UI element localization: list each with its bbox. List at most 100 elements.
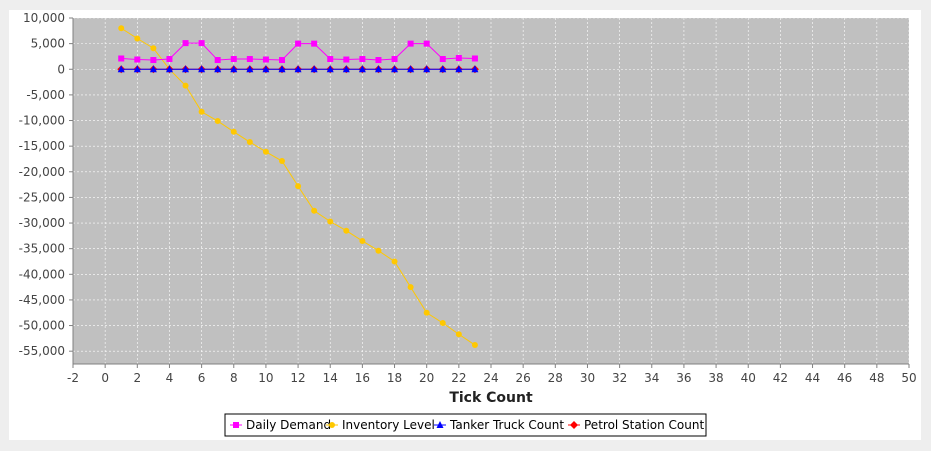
legend: Daily Demand Inventory Level Tanker Truck … (224, 413, 707, 437)
x-tick-label: 20 (419, 371, 434, 385)
data-point-inventory-level (134, 35, 141, 42)
series (117, 25, 479, 349)
legend-box (224, 413, 707, 437)
data-point-daily-demand (311, 40, 318, 47)
y-tick-label: -20,000 (19, 165, 65, 179)
series-inventory-level (118, 25, 478, 349)
legend-item-inventory-level: Inventory Level (326, 418, 435, 432)
y-tick-label: -55,000 (19, 344, 65, 358)
series-tanker-truck-count (117, 65, 479, 73)
y-tick-label: -15,000 (19, 139, 65, 153)
x-tick-label: 2 (133, 371, 141, 385)
data-point-tanker-truck-count (133, 65, 141, 73)
y-tick-label: 5,000 (31, 37, 65, 51)
data-point-daily-demand (230, 56, 237, 63)
x-tick-label: 36 (676, 371, 691, 385)
x-tick-label: 16 (355, 371, 370, 385)
data-point-daily-demand (198, 40, 205, 47)
data-point-inventory-level (246, 139, 253, 146)
data-point-tanker-truck-count (391, 65, 399, 73)
data-point-inventory-level (343, 227, 350, 234)
x-tick-label: 44 (805, 371, 820, 385)
legend-label: Tanker Truck Count (449, 418, 564, 432)
data-point-tanker-truck-count (149, 65, 157, 73)
x-tick-label: 30 (580, 371, 595, 385)
data-point-inventory-level (423, 309, 430, 316)
y-tick-label: 10,000 (23, 11, 65, 25)
y-tick-label: 0 (57, 62, 65, 76)
data-point-daily-demand (279, 57, 285, 64)
data-point-daily-demand (118, 55, 125, 62)
legend-item-tanker-truck-count: Tanker Truck Count (434, 418, 564, 432)
data-point-daily-demand (214, 57, 221, 64)
data-point-inventory-level (359, 237, 366, 244)
legend-item-petrol-station-count: Petrol Station Count (568, 418, 704, 432)
data-point-tanker-truck-count (407, 65, 415, 73)
x-tick-label: 42 (773, 371, 788, 385)
y-tick-label: -35,000 (19, 242, 65, 256)
data-point-daily-demand (423, 40, 430, 47)
legend-item-daily-demand: Daily Demand (230, 418, 331, 432)
x-tick-label: 48 (869, 371, 884, 385)
x-tick-label: 34 (644, 371, 659, 385)
x-tick-label: 50 (901, 371, 916, 385)
data-point-tanker-truck-count (310, 65, 318, 73)
data-point-tanker-truck-count (471, 65, 479, 73)
x-tick-label: 18 (387, 371, 402, 385)
data-point-inventory-level (198, 108, 205, 115)
data-point-inventory-level (230, 128, 237, 135)
data-point-inventory-level (214, 118, 221, 125)
y-tick-label: -45,000 (19, 293, 65, 307)
data-point-daily-demand (439, 56, 446, 63)
data-point-tanker-truck-count (423, 65, 431, 73)
data-point-daily-demand (150, 57, 157, 64)
data-point-tanker-truck-count (182, 65, 190, 73)
legend-label: Daily Demand (246, 418, 331, 432)
x-tick-label: 0 (101, 371, 109, 385)
data-point-daily-demand (327, 56, 334, 63)
x-tick-label: 8 (230, 371, 238, 385)
data-point-tanker-truck-count (262, 65, 270, 73)
x-axis-title: Tick Count (449, 390, 533, 406)
x-tick-label: 24 (483, 371, 498, 385)
y-tick-label: -30,000 (19, 216, 65, 230)
series-daily-demand (118, 40, 478, 64)
x-tick-label: 12 (290, 371, 305, 385)
data-point-daily-demand (295, 40, 302, 47)
y-tick-label: -50,000 (19, 319, 65, 333)
data-point-tanker-truck-count (455, 65, 463, 73)
x-tick-label: 6 (198, 371, 206, 385)
data-point-inventory-level (439, 319, 446, 326)
x-tick-label: 10 (258, 371, 273, 385)
data-point-inventory-level (295, 183, 302, 190)
data-point-inventory-level (262, 148, 269, 155)
legend-marker (233, 422, 239, 428)
data-point-tanker-truck-count (374, 65, 382, 73)
data-point-tanker-truck-count (294, 65, 302, 73)
data-point-inventory-level (182, 82, 189, 89)
axes: -2 0 2 4 6 8 10 12 14 16 18 20 22 24 26 28 30 32 34 36 38 40 4… (19, 11, 917, 385)
data-point-daily-demand (246, 56, 253, 63)
data-point-tanker-truck-count (230, 65, 238, 73)
x-tick-label: 38 (708, 371, 723, 385)
legend-marker (570, 421, 578, 429)
y-tick-label: -5,000 (26, 88, 65, 102)
data-point-daily-demand (262, 56, 269, 63)
data-point-daily-demand (359, 56, 366, 63)
y-tick-label: -40,000 (19, 267, 65, 281)
data-point-daily-demand (471, 55, 478, 62)
data-point-daily-demand (407, 40, 414, 47)
data-point-tanker-truck-count (439, 65, 447, 73)
data-point-tanker-truck-count (117, 65, 125, 73)
y-tick-label: -25,000 (19, 190, 65, 204)
legend-label: Inventory Level (342, 418, 435, 432)
legend-marker (329, 422, 335, 428)
data-point-daily-demand (343, 56, 350, 63)
x-tick-label: 4 (166, 371, 174, 385)
data-point-tanker-truck-count (358, 65, 366, 73)
x-tick-label: 32 (612, 371, 627, 385)
x-tick-label: 28 (548, 371, 563, 385)
data-point-inventory-level (327, 218, 334, 225)
